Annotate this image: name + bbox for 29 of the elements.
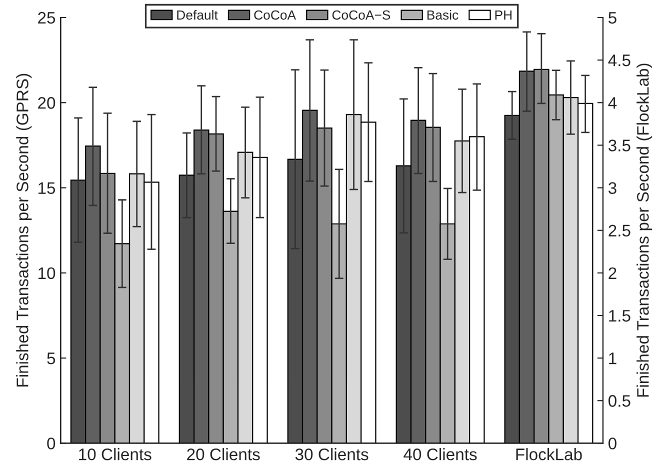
y2-tick-label: 0.5 xyxy=(608,395,630,407)
legend-label: Default xyxy=(177,10,218,20)
y-tick-label: 15 xyxy=(38,182,56,194)
y-tick-label: 10 xyxy=(38,267,56,280)
y2-tick-label: 5 xyxy=(608,12,616,24)
x-tick-label: 10 Clients xyxy=(79,448,152,460)
y-tick-label: 0 xyxy=(47,438,56,450)
y2-tick-label: 2 xyxy=(608,267,616,279)
y-tick-label: 5 xyxy=(47,352,56,364)
y2-tick-label: 2.5 xyxy=(608,224,630,237)
y2-tick-label: 4.5 xyxy=(608,54,630,66)
y-axis-title: Finished Transactions per Second (GPRS) xyxy=(16,74,32,386)
y2-tick-label: 0 xyxy=(608,438,616,450)
y2-tick-label: 1.5 xyxy=(609,310,630,322)
y2-tick-label: 3.5 xyxy=(608,140,630,152)
y2-tick-label: 4 xyxy=(608,97,617,109)
legend-label: CoCoA−S xyxy=(332,10,390,20)
x-tick-label: 30 Clients xyxy=(295,448,368,460)
x-tick-label: 20 Clients xyxy=(187,448,260,460)
y2-tick-label: 3 xyxy=(608,182,616,194)
x-tick-label: FlockLab xyxy=(516,448,582,460)
legend-label: CoCoA xyxy=(254,10,296,20)
y-tick-label: 25 xyxy=(38,12,56,24)
x-tick-label: 40 Clients xyxy=(404,448,477,460)
legend-label: Basic xyxy=(427,10,458,20)
y2-tick-label: 1 xyxy=(609,352,616,364)
legend-label: PH xyxy=(495,10,512,20)
y-tick-label: 20 xyxy=(38,97,56,109)
y2-axis-title: Finished Transactions per Second (FlockLab) xyxy=(636,64,652,397)
